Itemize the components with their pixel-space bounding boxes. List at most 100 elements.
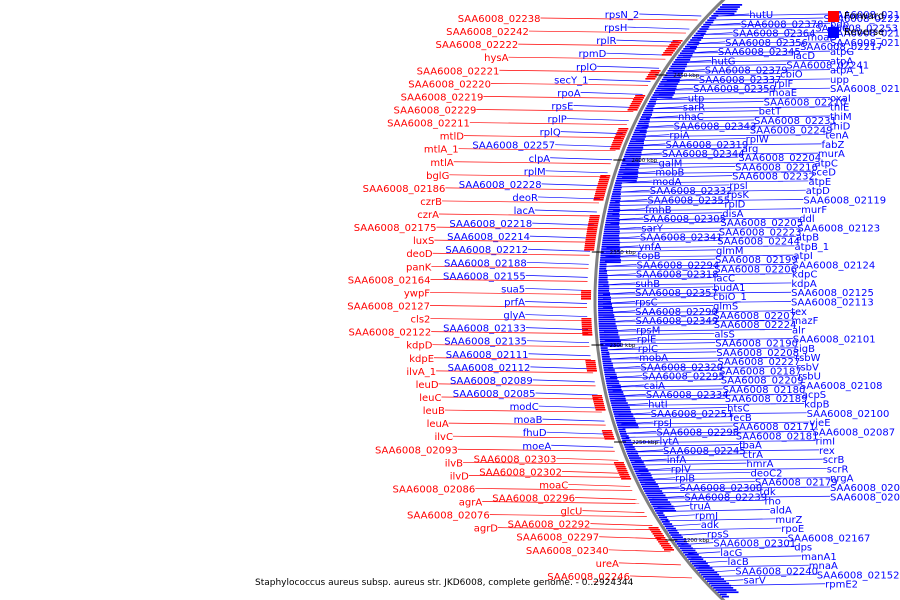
gene-label[interactable]: SAA6008_02199 (715, 255, 798, 266)
gene-label[interactable]: tex (791, 307, 807, 318)
gene-label[interactable]: SAA6008_02112 (448, 363, 531, 374)
gene-label[interactable]: SAA6008_02245 (663, 446, 746, 457)
gene-label[interactable]: rplB (675, 474, 695, 485)
gene-label[interactable]: rpmD (578, 49, 606, 60)
gene-label[interactable]: mtlA (430, 158, 453, 169)
gene-label[interactable]: truA (689, 502, 710, 513)
gene-label[interactable]: SAA6008_02296 (492, 494, 575, 505)
gene-label[interactable]: SAA6008_02219 (401, 92, 484, 103)
gene-label[interactable]: fhuD (523, 428, 547, 439)
gene-label[interactable]: rplM (524, 167, 546, 178)
gene-label[interactable]: deoD (406, 249, 433, 260)
gene-label[interactable]: SAA6008_02298 (656, 427, 739, 438)
gene-label[interactable]: rpsK (727, 190, 750, 201)
gene-label[interactable]: hysA (484, 53, 508, 64)
gene-label[interactable]: SAA6008_02216 (735, 162, 818, 173)
gene-label[interactable]: SAA6008_02089 (450, 376, 533, 387)
gene-label[interactable]: SAA6008_02155 (443, 271, 526, 282)
gene-label[interactable]: SAA6008_02300 (680, 483, 763, 494)
gene-label[interactable]: rpoA (557, 88, 581, 99)
gene-label[interactable]: ywpF (404, 288, 430, 299)
gene-label[interactable]: caiA (644, 381, 665, 392)
gene-label[interactable]: tdk (760, 487, 776, 498)
gene-label[interactable]: SAA6008_02301 (713, 539, 796, 550)
gene-label[interactable]: SAA6008_02332 (650, 186, 733, 197)
gene-label[interactable]: rplC (638, 344, 658, 355)
gene-label[interactable]: SAA6008_02111 (446, 350, 529, 361)
gene-label[interactable]: SAA6008_02319 (666, 140, 749, 151)
gene-label[interactable]: oxaI (830, 93, 851, 104)
gene-label[interactable]: fabZ (822, 140, 845, 151)
gene-label[interactable]: scrR (827, 464, 849, 475)
gene-label[interactable]: SAA6008_02119 (803, 195, 886, 206)
gene-label[interactable]: prfA (504, 298, 525, 309)
gene-label[interactable]: SAA6008_02139 (830, 38, 900, 49)
gene-label[interactable]: betT (759, 107, 782, 118)
gene-label[interactable]: SAA6008_02123 (797, 223, 880, 234)
gene-label[interactable]: agrA (459, 498, 483, 509)
gene-label[interactable]: htsC (727, 404, 749, 415)
gene-label[interactable]: moaC (539, 480, 568, 491)
gene-label[interactable]: SAA6008_02334 (646, 390, 729, 401)
gene-label[interactable]: SAA6008_02108 (800, 381, 883, 392)
gene-label[interactable]: secY_1 (554, 75, 588, 86)
gene-label[interactable]: SAA6008_02253 (815, 23, 898, 34)
gene-label[interactable]: rplW (746, 135, 769, 146)
gene-label[interactable]: SAA6008_02135 (444, 337, 527, 348)
gene-label[interactable]: rpsE (551, 101, 573, 112)
gene-label[interactable]: glyA (503, 311, 525, 322)
gene-label[interactable]: atpA (830, 56, 853, 67)
gene-label[interactable]: glmS (713, 302, 738, 313)
gene-label[interactable]: ureA (596, 559, 619, 570)
gene-label[interactable]: disA (722, 209, 743, 220)
gene-label[interactable]: SAA6008_02318 (636, 270, 719, 281)
gene-label[interactable]: bglG (426, 171, 449, 182)
gene-label[interactable]: lacC (714, 274, 735, 285)
gene-label[interactable]: rplP (547, 115, 566, 126)
gene-label[interactable]: rpsJ (653, 418, 672, 429)
gene-label[interactable]: ynfA (639, 242, 662, 253)
gene-label[interactable]: sarY (641, 223, 663, 234)
gene-label[interactable]: hutI (648, 400, 668, 411)
gene-label[interactable]: moeA (522, 441, 551, 452)
gene-label[interactable]: atpD (806, 186, 830, 197)
gene-label[interactable]: kdpE (409, 354, 434, 365)
gene-label[interactable]: SAA6008_02133 (443, 324, 526, 335)
gene-label[interactable]: SAA6008_02209 (721, 376, 804, 387)
gene-label[interactable]: modA (652, 177, 681, 188)
gene-label[interactable]: suhB (635, 279, 660, 290)
gene-label[interactable]: panK (406, 262, 432, 273)
gene-label[interactable]: SAA6008_02086 (392, 484, 475, 495)
gene-label[interactable]: sarR (683, 103, 705, 114)
gene-label[interactable]: SAA6008_02205 (720, 218, 803, 229)
gene-label[interactable]: SAA6008_02186 (363, 184, 446, 195)
gene-label[interactable]: kdpC (792, 270, 817, 281)
gene-label[interactable]: lacB (727, 557, 748, 568)
gene-label[interactable]: luxS (413, 236, 434, 247)
gene-label[interactable]: SAA6008_02341 (640, 233, 723, 244)
gene-label[interactable]: pdp (830, 19, 849, 30)
gene-label[interactable]: SAA6008_02189 (725, 394, 808, 405)
gene-label[interactable]: moaD (807, 33, 837, 44)
gene-label[interactable]: SAA6008_02379 (705, 66, 788, 77)
gene-label[interactable]: SAA6008_02124 (793, 260, 876, 271)
gene-label[interactable]: atpG (830, 47, 854, 58)
gene-label[interactable]: rex (819, 446, 835, 457)
gene-label[interactable]: atpC (814, 158, 837, 169)
gene-label[interactable]: SAA6008_02187 (719, 366, 802, 377)
gene-label[interactable]: rplD (724, 199, 745, 210)
gene-label[interactable]: SAA6008_02340 (526, 546, 609, 557)
gene-label[interactable]: SAA6008_02337 (699, 75, 782, 86)
gene-label[interactable]: mobB (655, 168, 684, 179)
gene-label[interactable]: rimI (816, 437, 836, 448)
gene-label[interactable]: SAA6008_02212 (445, 245, 528, 256)
gene-label[interactable]: SAA6008_02290 (635, 307, 718, 318)
gene-label[interactable]: SAA6008_02217 (800, 42, 883, 53)
gene-label[interactable]: SAA6008_02083 (830, 492, 900, 503)
gene-label[interactable]: SAA6008_02204 (738, 153, 821, 164)
gene-label[interactable]: rsbW (795, 353, 821, 364)
gene-label[interactable]: hmrA (746, 459, 773, 470)
gene-label[interactable]: mtlD (440, 132, 464, 143)
gene-label[interactable]: SAA6008_02359 (693, 84, 776, 95)
gene-label[interactable]: SAA6008_02292 (508, 520, 591, 531)
